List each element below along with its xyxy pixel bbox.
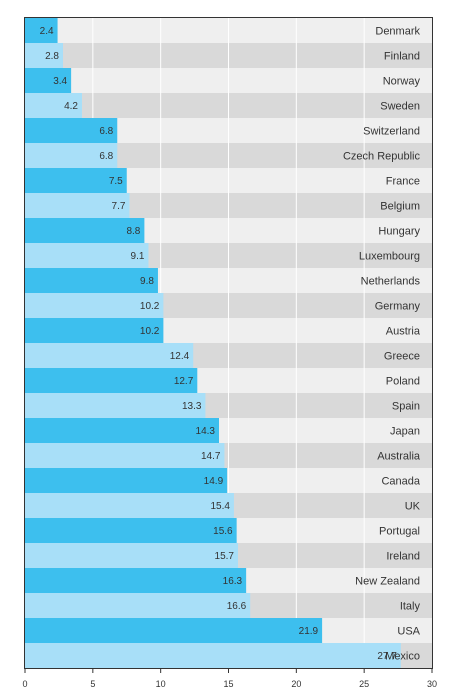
bar-greece (25, 343, 194, 368)
x-tick-label-15: 15 (223, 679, 233, 689)
bars (25, 18, 401, 668)
category-label-germany: Germany (375, 301, 421, 313)
bar-uk (25, 493, 234, 518)
x-axis: 0 5 10 15 20 25 30 (22, 668, 437, 689)
category-label-netherlands: Netherlands (361, 276, 421, 288)
bar-mexico (25, 643, 401, 668)
bar-finland (25, 43, 63, 68)
x-tick-label-0: 0 (22, 679, 27, 689)
category-label-uk: UK (405, 501, 421, 513)
bar-norway (25, 68, 72, 93)
bar-luxembourg (25, 243, 149, 268)
category-label-spain: Spain (392, 401, 420, 413)
value-label-uk: 15.4 (210, 501, 230, 512)
bar-usa (25, 618, 323, 643)
value-label-germany: 10.2 (140, 301, 160, 312)
value-label-australia: 14.7 (201, 451, 221, 462)
category-label-greece: Greece (384, 351, 420, 363)
value-label-austria: 10.2 (140, 326, 160, 337)
x-tick-label-25: 25 (359, 679, 369, 689)
bar-czech-republic (25, 143, 118, 168)
bar-belgium (25, 193, 130, 218)
bar-poland (25, 368, 198, 393)
category-label-new-zealand: New Zealand (355, 576, 420, 588)
value-label-hungary: 8.8 (126, 226, 140, 237)
value-label-switzerland: 6.8 (99, 126, 113, 137)
category-label-norway: Norway (383, 76, 421, 88)
bar-austria (25, 318, 164, 343)
bar-france (25, 168, 127, 193)
category-label-canada: Canada (381, 476, 420, 488)
category-label-finland: Finland (384, 51, 420, 63)
category-label-australia: Australia (377, 451, 421, 463)
category-label-mexico: Mexico (385, 651, 420, 663)
category-label-italy: Italy (400, 601, 421, 613)
category-label-usa: USA (397, 626, 420, 638)
category-label-ireland: Ireland (386, 551, 420, 563)
value-label-sweden: 4.2 (64, 101, 78, 112)
value-label-portugal: 15.6 (213, 526, 233, 537)
category-label-sweden: Sweden (380, 101, 420, 113)
category-label-austria: Austria (386, 326, 421, 338)
bar-sweden (25, 93, 82, 118)
value-label-luxembourg: 9.1 (131, 251, 145, 262)
x-tick-label-30: 30 (427, 679, 437, 689)
bar-netherlands (25, 268, 158, 293)
bar-canada (25, 468, 228, 493)
x-tick-label-10: 10 (156, 679, 166, 689)
category-label-czech-republic: Czech Republic (343, 151, 421, 163)
value-label-denmark: 2.4 (40, 26, 54, 37)
bar-ireland (25, 543, 238, 568)
bar-germany (25, 293, 164, 318)
category-label-denmark: Denmark (375, 26, 420, 38)
bar-japan (25, 418, 220, 443)
bar-italy (25, 593, 251, 618)
bar-spain (25, 393, 206, 418)
bar-switzerland (25, 118, 118, 143)
value-label-belgium: 7.7 (112, 201, 126, 212)
value-label-norway: 3.4 (53, 76, 67, 87)
value-label-new-zealand: 16.3 (223, 576, 243, 587)
value-label-mexico: 27.7 (377, 651, 397, 662)
value-label-finland: 2.8 (45, 51, 59, 62)
category-label-switzerland: Switzerland (363, 126, 420, 138)
category-label-japan: Japan (390, 426, 420, 438)
category-label-portugal: Portugal (379, 526, 420, 538)
value-label-canada: 14.9 (204, 476, 224, 487)
value-label-france: 7.5 (109, 176, 123, 187)
value-label-czech-republic: 6.8 (99, 151, 113, 162)
value-label-greece: 12.4 (170, 351, 190, 362)
bar-denmark (25, 18, 58, 43)
value-label-ireland: 15.7 (215, 551, 235, 562)
bar-australia (25, 443, 225, 468)
category-label-poland: Poland (386, 376, 420, 388)
category-label-belgium: Belgium (380, 201, 420, 213)
labels: 2.4 Denmark 2.8 Finland 3.4 Norway 4.2 Sweden 6.… (40, 26, 421, 663)
bar-hungary (25, 218, 145, 243)
value-label-japan: 14.3 (196, 426, 216, 437)
x-tick-label-5: 5 (90, 679, 95, 689)
category-label-luxembourg: Luxembourg (359, 251, 420, 263)
value-label-spain: 13.3 (182, 401, 202, 412)
value-label-usa: 21.9 (299, 626, 319, 637)
category-label-hungary: Hungary (378, 226, 420, 238)
category-label-france: France (386, 176, 420, 188)
bar-portugal (25, 518, 237, 543)
x-tick-label-20: 20 (291, 679, 301, 689)
bar-new-zealand (25, 568, 247, 593)
value-label-italy: 16.6 (227, 601, 247, 612)
value-label-netherlands: 9.8 (140, 276, 154, 287)
value-label-poland: 12.7 (174, 376, 194, 387)
